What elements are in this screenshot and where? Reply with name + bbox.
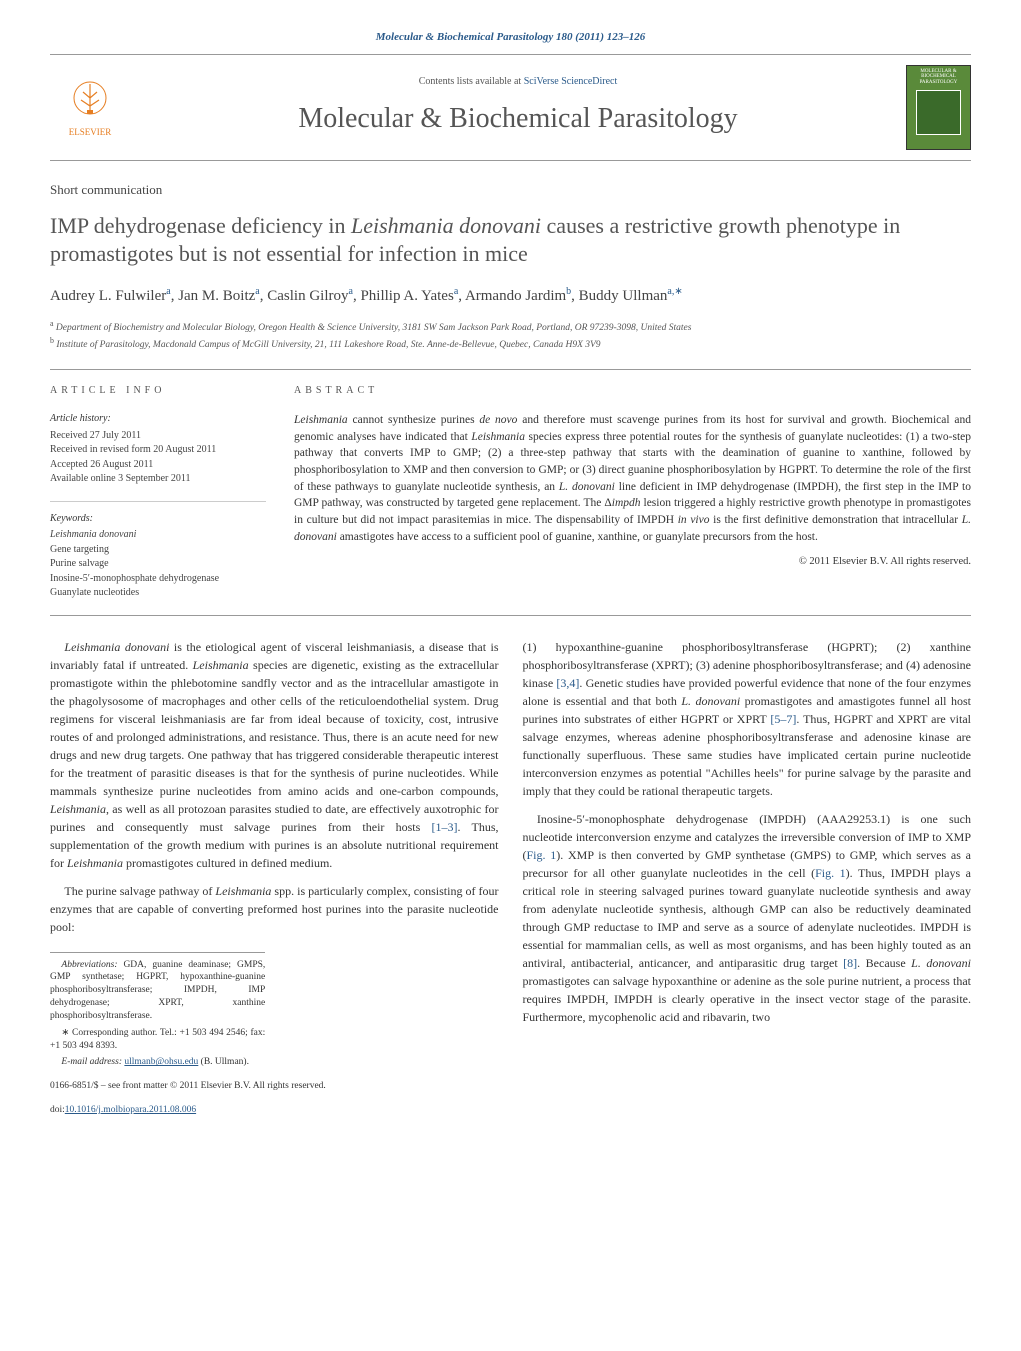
affiliations: a Department of Biochemistry and Molecul… [50, 318, 971, 353]
doi-line: doi:10.1016/j.molbiopara.2011.08.006 [50, 1103, 499, 1117]
header-citation: Molecular & Biochemical Parasitology 180… [50, 30, 971, 46]
body-col-right: (1) hypoxanthine-guanine phosphoribosylt… [523, 638, 972, 1118]
article-type: Short communication [50, 181, 971, 200]
body-para-l2: The purine salvage pathway of Leishmania… [50, 882, 499, 936]
cover-title: MOLECULAR & BIOCHEMICAL PARASITOLOGY [910, 69, 967, 86]
keywords-heading: Keywords: [50, 512, 266, 527]
authors-line: Audrey L. Fulwilera, Jan M. Boitza, Casl… [50, 285, 971, 308]
keyword-2: Gene targeting [50, 543, 266, 558]
history-received: Received 27 July 2011 [50, 429, 266, 444]
issn-line: 0166-6851/$ – see front matter © 2011 El… [50, 1079, 499, 1093]
availability-prefix: Contents lists available at [419, 76, 524, 87]
affiliation-b: b Institute of Parasitology, Macdonald C… [50, 335, 971, 352]
journal-cover-thumbnail[interactable]: MOLECULAR & BIOCHEMICAL PARASITOLOGY [906, 65, 971, 150]
abstract-block: abstract Leishmania cannot synthesize pu… [280, 370, 971, 615]
body-columns: Leishmania donovani is the etiological a… [50, 638, 971, 1118]
email-footnote: E-mail address: ullmanb@ohsu.edu (B. Ull… [50, 1056, 265, 1069]
cover-image-placeholder [916, 90, 961, 135]
keyword-3: Purine salvage [50, 557, 266, 572]
body-para-l1: Leishmania donovani is the etiological a… [50, 638, 499, 872]
elsevier-tree-icon [65, 76, 115, 126]
sciencedirect-link[interactable]: SciVerse ScienceDirect [524, 76, 618, 87]
footnotes: Abbreviations: GDA, guanine deaminase; G… [50, 952, 265, 1070]
keywords-block: Keywords: Leishmania donovani Gene targe… [50, 501, 266, 601]
article-title: IMP dehydrogenase deficiency in Leishman… [50, 212, 971, 269]
history-heading: Article history: [50, 412, 266, 427]
keyword-5: Guanylate nucleotides [50, 586, 266, 601]
abstract-copyright: © 2011 Elsevier B.V. All rights reserved… [294, 554, 971, 569]
journal-center: Contents lists available at SciVerse Sci… [130, 75, 906, 140]
history-revised: Received in revised form 20 August 2011 [50, 443, 266, 458]
info-abstract-row: article info Article history: Received 2… [50, 369, 971, 616]
affiliation-a: a Department of Biochemistry and Molecul… [50, 318, 971, 335]
publisher-name: ELSEVIER [69, 126, 112, 139]
abbreviations-footnote: Abbreviations: GDA, guanine deaminase; G… [50, 959, 265, 1023]
history-online: Available online 3 September 2011 [50, 472, 266, 487]
elsevier-logo[interactable]: ELSEVIER [50, 67, 130, 147]
abstract-heading: abstract [294, 384, 971, 399]
body-col-left: Leishmania donovani is the etiological a… [50, 638, 499, 1118]
keyword-1: Leishmania donovani [50, 528, 266, 543]
article-info-heading: article info [50, 384, 266, 399]
body-para-r2: Inosine-5′-monophosphate dehydrogenase (… [523, 810, 972, 1026]
corresponding-footnote: ∗ Corresponding author. Tel.: +1 503 494… [50, 1027, 265, 1053]
doi-link[interactable]: 10.1016/j.molbiopara.2011.08.006 [65, 1105, 196, 1115]
journal-bar: ELSEVIER Contents lists available at Sci… [50, 54, 971, 161]
journal-name: Molecular & Biochemical Parasitology [130, 99, 906, 140]
email-link[interactable]: ullmanb@ohsu.edu [124, 1057, 198, 1067]
abstract-text: Leishmania cannot synthesize purines de … [294, 412, 971, 545]
article-info-block: article info Article history: Received 2… [50, 370, 280, 615]
keyword-4: Inosine-5′-monophosphate dehydrogenase [50, 572, 266, 587]
availability-line: Contents lists available at SciVerse Sci… [130, 75, 906, 90]
body-para-r1: (1) hypoxanthine-guanine phosphoribosylt… [523, 638, 972, 800]
history-accepted: Accepted 26 August 2011 [50, 458, 266, 473]
